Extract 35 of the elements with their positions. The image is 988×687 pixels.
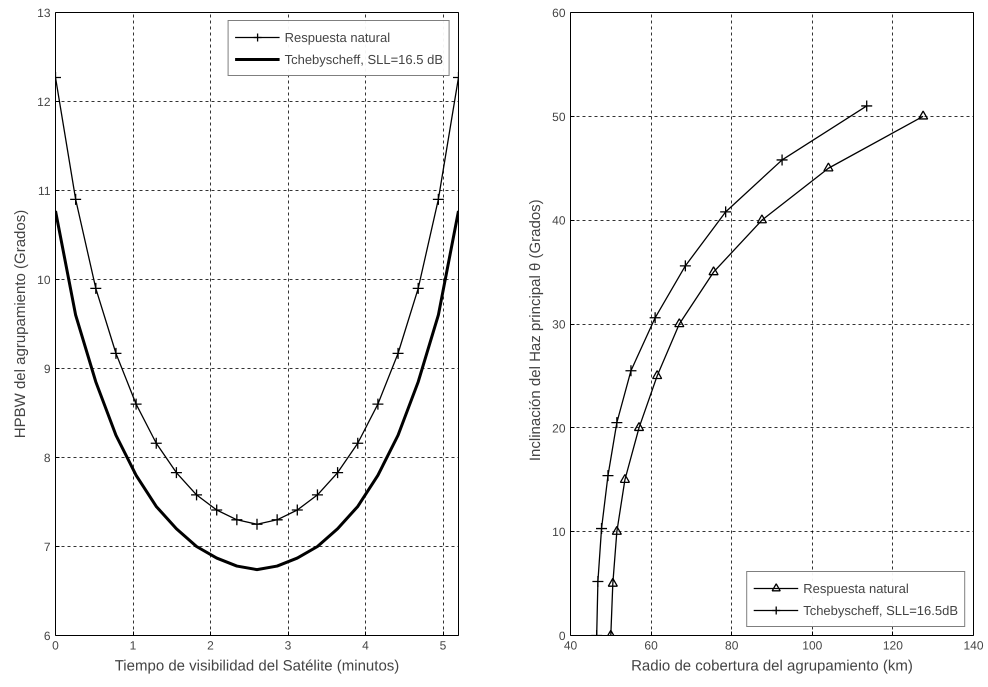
x-tick-label: 3 [284,638,292,652]
y-tick-label: 10 [37,273,51,287]
y-axis-title: Inclinación del Haz principal θ (Grados) [527,199,544,462]
x-axis-title: Tiempo de visibilidad del Satélite (minutos) [114,658,400,674]
y-tick-label: 40 [552,214,566,228]
y-tick-label: 7 [44,540,51,554]
y-tick-label: 8 [44,451,51,465]
x-tick-label: 4 [362,638,370,652]
x-tick-label: 5 [440,638,447,652]
y-tick-label: 20 [552,421,566,436]
x-tick-label: 0 [52,638,60,652]
x-tick-label: 120 [882,638,904,652]
x-axis-title: Radio de cobertura del agrupamiento (km) [631,658,913,674]
y-tick-label: 6 [44,629,51,643]
y-tick-label: 0 [558,629,566,643]
x-tick-label: 2 [207,638,214,652]
y-tick-label: 30 [552,318,566,332]
x-tick-label: 80 [725,638,739,652]
y-tick-label: 60 [552,6,566,20]
x-tick-label: 1 [130,638,137,652]
legend-label: Tchebyscheff, SLL=16.5dB [803,602,958,618]
legend-label: Respuesta natural [803,580,909,596]
y-tick-label: 10 [552,525,566,540]
y-tick-label: 9 [44,362,51,376]
y-tick-label: 12 [37,95,51,109]
y-axis-title: HPBW del agrupamiento (Grados) [12,210,30,438]
x-tick-label: 140 [963,638,984,652]
legend-label: Tchebyscheff, SLL=16.5 dB [284,52,443,66]
y-tick-label: 13 [37,6,51,20]
x-tick-label: 60 [644,638,658,652]
x-tick-label: 40 [564,638,578,652]
y-tick-label: 50 [552,110,566,124]
y-tick-label: 11 [38,184,51,198]
legend-label: Respuesta natural [284,30,390,44]
x-tick-label: 100 [802,638,823,652]
